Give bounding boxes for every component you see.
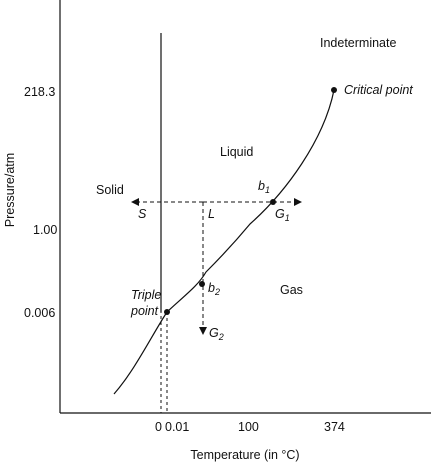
- label-b2: b2: [208, 281, 220, 297]
- region-indeterminate: Indeterminate: [320, 36, 396, 50]
- label-b2-main: b: [208, 281, 215, 295]
- label-g2-sub: 2: [218, 332, 224, 342]
- label-g1-sub: 1: [285, 213, 290, 223]
- triple-point-dot: [164, 309, 170, 315]
- label-g2-main: G: [209, 326, 219, 340]
- label-b1-main: b: [258, 179, 265, 193]
- critical-point-label: Critical point: [344, 83, 413, 97]
- critical-point-dot: [331, 87, 337, 93]
- label-g1-main: G: [275, 207, 285, 221]
- label-b1: b1: [258, 179, 270, 195]
- label-s: S: [138, 207, 147, 221]
- y-tick-label: 218.3: [24, 85, 55, 99]
- label-g2: G2: [209, 326, 224, 342]
- triple-point-label-line2: point: [130, 304, 159, 318]
- x-tick-label: 100: [238, 420, 259, 434]
- triple-point-label-line1: Triple: [131, 288, 161, 302]
- region-liquid: Liquid: [220, 145, 253, 159]
- x-tick-label: 0: [155, 420, 162, 434]
- label-l: L: [208, 207, 215, 221]
- b2-dot: [199, 281, 205, 287]
- x-tick-label: 374: [324, 420, 345, 434]
- region-solid: Solid: [96, 183, 124, 197]
- label-g1: G1: [275, 207, 290, 223]
- y-tick-label: 1.00: [33, 223, 57, 237]
- y-tick-label: 0.006: [24, 306, 55, 320]
- sublimation-curve: [113, 311, 168, 395]
- y-axis-label: Pressure/atm: [3, 153, 17, 227]
- x-tick-label: 0.01: [165, 420, 189, 434]
- b1-dot: [270, 199, 276, 205]
- region-gas: Gas: [280, 283, 303, 297]
- x-axis-label: Temperature (in °C): [190, 448, 299, 462]
- label-b2-sub: 2: [214, 287, 220, 297]
- vaporization-curve: [166, 89, 335, 313]
- label-b1-sub: 1: [265, 185, 270, 195]
